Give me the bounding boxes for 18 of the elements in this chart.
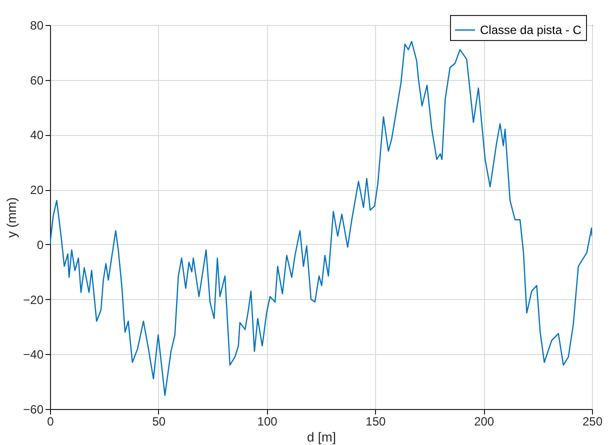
line-series xyxy=(50,40,592,396)
y-tick-label: 0 xyxy=(36,238,44,252)
x-tick-label: 0 xyxy=(47,414,54,428)
x-tick-label: 150 xyxy=(366,414,386,428)
y-tick-label: 60 xyxy=(30,73,44,88)
y-tick-label: −40 xyxy=(23,348,44,362)
x-axis-title: d [m] xyxy=(307,430,336,444)
y-tick-label: −60 xyxy=(23,402,44,416)
legend-label: Classe da pista - C xyxy=(480,23,582,37)
y-tick-label: 80 xyxy=(30,18,44,32)
x-tick-label: 50 xyxy=(152,414,166,428)
x-tick-label: 100 xyxy=(257,414,278,428)
y-tick-label: 40 xyxy=(30,128,44,142)
x-tick-label: 200 xyxy=(474,414,494,428)
y-tick-label: −20 xyxy=(23,292,44,307)
y-tick-label: 20 xyxy=(30,183,44,198)
x-tick-label: 250 xyxy=(582,414,603,428)
y-axis-title: y (mm) xyxy=(4,197,20,238)
